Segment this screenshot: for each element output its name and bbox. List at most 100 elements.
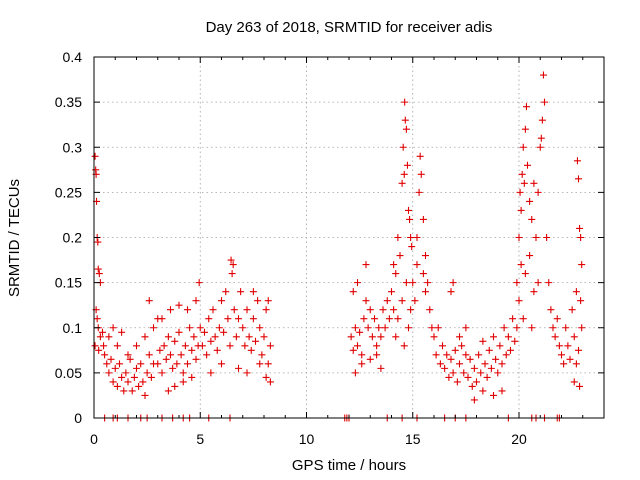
data-point: [521, 125, 529, 133]
data-point: [407, 234, 415, 241]
data-point: [445, 373, 453, 381]
data-point: [570, 333, 578, 341]
data-point: [177, 351, 185, 359]
data-point: [91, 342, 99, 350]
data-point: [169, 364, 177, 372]
data-point: [449, 279, 457, 287]
data-point: [230, 306, 238, 314]
data-point: [228, 270, 236, 278]
data-point: [107, 355, 115, 363]
data-point: [530, 179, 538, 187]
data-point: [207, 369, 215, 377]
data-point: [349, 288, 357, 296]
data-point: [406, 215, 414, 223]
data-point: [175, 328, 183, 336]
data-points: [91, 71, 586, 422]
data-point: [462, 351, 470, 359]
x-tick-label: 15: [405, 431, 421, 447]
data-point: [160, 342, 168, 350]
data-point: [518, 170, 526, 178]
data-point: [184, 360, 191, 368]
data-point: [498, 360, 506, 368]
data-point: [243, 369, 251, 377]
data-point: [181, 342, 189, 350]
data-point: [575, 175, 582, 183]
data-point: [158, 315, 166, 323]
data-point: [422, 288, 429, 296]
data-point: [456, 333, 463, 341]
data-point: [218, 360, 225, 368]
data-point: [94, 265, 102, 273]
data-point: [576, 224, 584, 232]
data-point: [196, 324, 204, 332]
data-point: [167, 306, 174, 314]
data-point: [441, 364, 449, 372]
data-point: [162, 355, 170, 363]
data-point: [368, 333, 376, 341]
data-point: [351, 324, 359, 332]
data-point: [254, 297, 262, 305]
data-point: [93, 315, 101, 323]
data-point: [434, 324, 442, 332]
data-point: [564, 342, 572, 350]
data-point: [470, 396, 478, 404]
data-point: [113, 382, 121, 390]
data-point: [366, 306, 374, 314]
data-point: [364, 324, 372, 332]
x-tick-label: 20: [511, 431, 527, 447]
data-point: [120, 387, 128, 395]
data-point: [522, 103, 530, 111]
data-point: [154, 360, 162, 368]
data-point: [405, 324, 412, 332]
data-point: [383, 297, 391, 305]
data-point: [537, 134, 545, 142]
data-point: [477, 369, 485, 377]
data-point: [519, 315, 527, 323]
data-point: [188, 373, 196, 381]
data-point: [258, 351, 266, 359]
data-point: [186, 324, 194, 332]
data-point: [483, 373, 491, 381]
data-point: [432, 351, 440, 359]
data-point: [205, 315, 213, 323]
data-point: [164, 387, 172, 395]
data-point: [490, 391, 497, 399]
data-point: [211, 333, 219, 341]
data-point: [116, 360, 123, 368]
data-point: [409, 279, 417, 287]
data-point: [470, 364, 478, 372]
data-point: [458, 342, 466, 350]
data-point: [262, 306, 270, 314]
data-point: [192, 297, 200, 305]
data-point: [578, 261, 586, 269]
data-point: [215, 324, 223, 332]
data-point: [118, 373, 126, 381]
data-point: [105, 369, 113, 377]
data-point: [549, 324, 557, 332]
y-tick-label: 0: [74, 410, 82, 426]
data-point: [524, 161, 531, 169]
data-point: [171, 337, 179, 345]
data-point: [179, 378, 187, 386]
data-point: [379, 306, 387, 314]
data-point: [436, 360, 444, 368]
data-point: [381, 324, 389, 332]
data-point: [494, 369, 502, 377]
data-point: [402, 125, 410, 133]
data-point: [209, 306, 217, 314]
data-point: [100, 342, 108, 350]
data-point: [538, 116, 546, 124]
data-point: [347, 333, 355, 341]
data-point: [266, 378, 274, 386]
data-point: [128, 387, 136, 395]
data-point: [373, 342, 381, 350]
data-point: [256, 324, 264, 332]
data-point: [95, 270, 103, 278]
data-point: [517, 261, 525, 269]
data-point: [475, 351, 483, 359]
data-point: [201, 328, 208, 336]
data-point: [222, 288, 230, 296]
data-point: [398, 297, 406, 305]
y-tick-label: 0.25: [55, 184, 82, 200]
